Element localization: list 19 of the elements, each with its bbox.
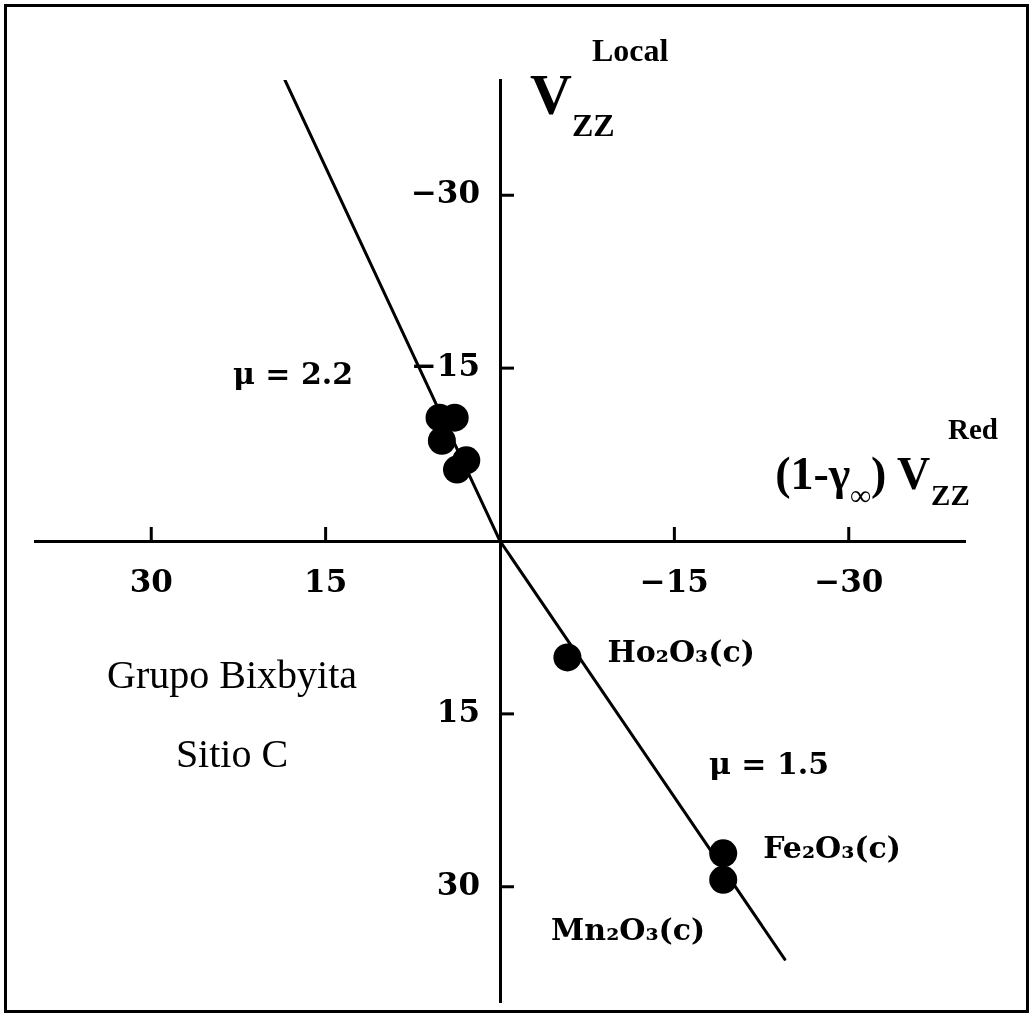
series-label: Ho₂O₃(c) [607,634,755,670]
annotation: Sitio C [175,731,289,776]
series-label: Mn₂O₃(c) [551,911,706,947]
point [442,455,471,484]
y-tick-label: 15 [436,692,480,729]
series-label: Fe₂O₃(c) [763,830,902,866]
x-tick-label: 15 [304,562,348,599]
annotation: μ = 1.5 [708,746,830,781]
annotation: μ = 2.2 [232,356,354,391]
point [553,643,582,672]
y-tick-label: 30 [436,865,480,902]
x-tick-label: −15 [639,562,709,599]
point [427,426,456,455]
point [709,865,738,894]
x-tick-label: −30 [814,562,884,599]
point [709,839,738,868]
x-tick-label: 30 [129,562,173,599]
y-tick-label: −30 [410,174,480,211]
annotation: Grupo Bixbyita [107,652,358,697]
